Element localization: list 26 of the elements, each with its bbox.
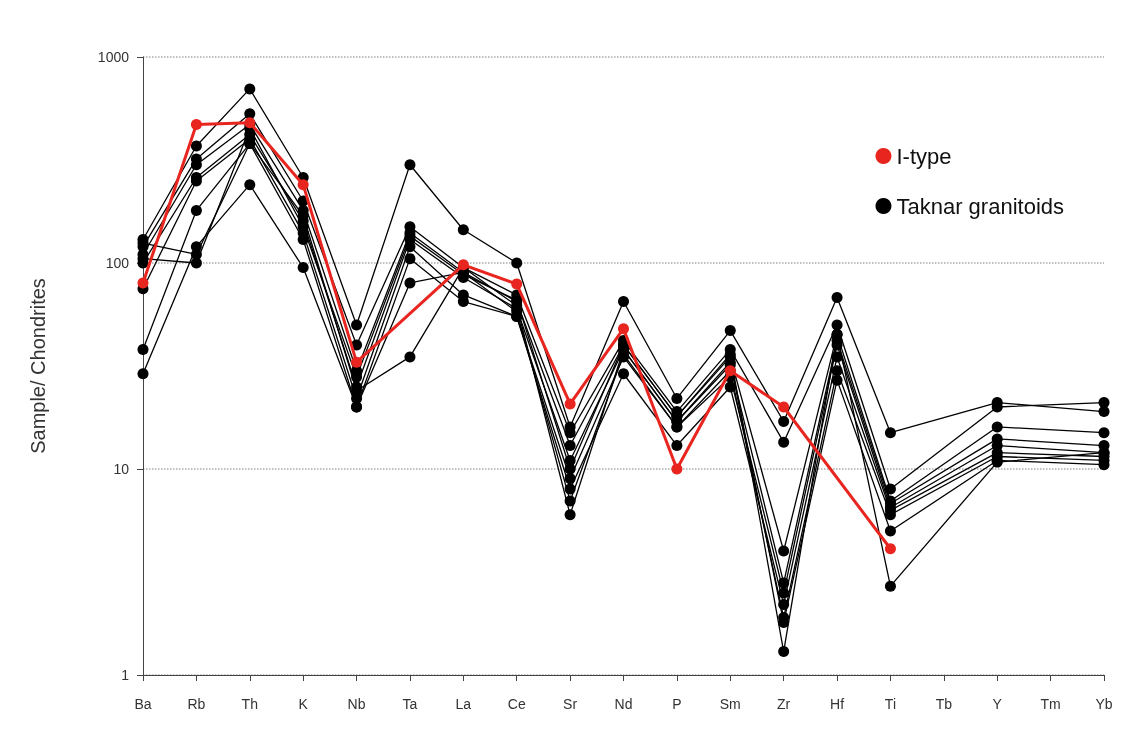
x-tick-label: Ce xyxy=(507,696,526,712)
x-tick-label: Ba xyxy=(134,696,152,712)
x-tick-label: Ti xyxy=(884,696,897,712)
legend-label: I-type xyxy=(896,143,952,169)
x-tick-label: Hf xyxy=(830,696,845,712)
x-tick-label: Tm xyxy=(1040,696,1061,712)
x-tick-label: Ta xyxy=(402,696,418,712)
y-tick-label: 10 xyxy=(113,461,130,477)
y-tick-label: 1000 xyxy=(97,49,130,65)
x-tick-label: Rb xyxy=(187,696,206,712)
legend-label: Taknar granitoids xyxy=(896,193,1065,219)
x-tick-label: Th xyxy=(241,696,258,712)
x-tick-label: Nd xyxy=(614,696,633,712)
y-tick-label: 1 xyxy=(121,667,130,683)
y-axis-title: Sample/ Chondrites xyxy=(27,278,49,454)
x-tick-label: Y xyxy=(992,696,1003,712)
x-tick-label: Nb xyxy=(347,696,366,712)
x-tick-label: La xyxy=(455,696,472,712)
x-tick-label: Sm xyxy=(719,696,741,712)
x-tick-label: Zr xyxy=(777,696,791,712)
x-tick-label: K xyxy=(298,696,309,712)
x-tick-label: Tb xyxy=(935,696,953,712)
y-tick-label: 100 xyxy=(105,255,130,271)
x-tick-label: P xyxy=(672,696,682,712)
x-tick-label: Sr xyxy=(563,696,578,712)
x-tick-label: Yb xyxy=(1095,696,1113,712)
